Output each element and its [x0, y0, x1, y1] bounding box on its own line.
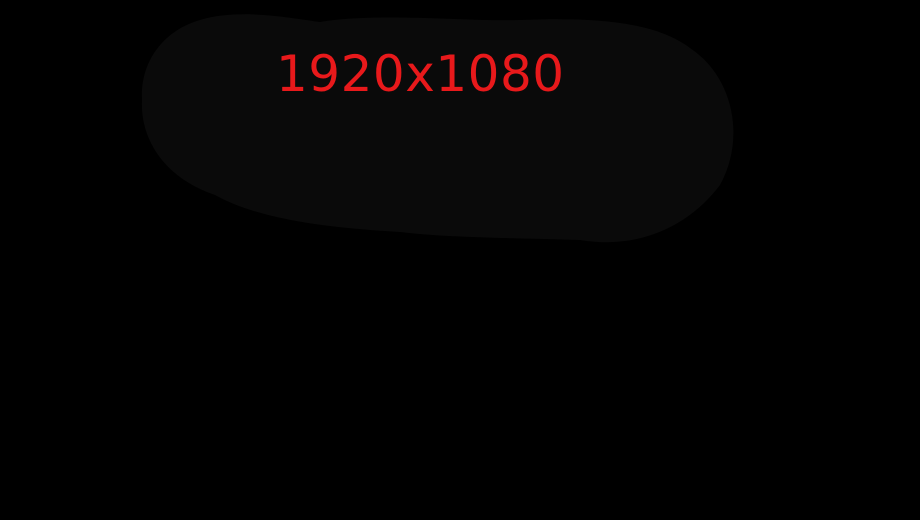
- resolution-label: 1920x1080: [276, 45, 565, 103]
- blob-shape: [141, 14, 734, 243]
